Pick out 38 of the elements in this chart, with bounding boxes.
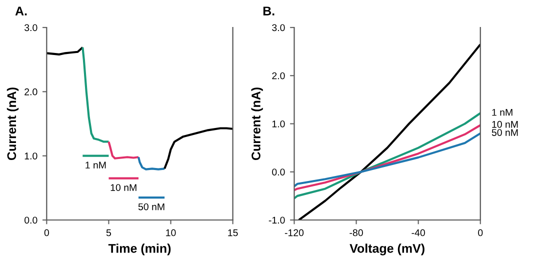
line-series — [294, 124, 480, 192]
line-series — [137, 156, 166, 170]
x-tick-label: 0 — [478, 229, 483, 236]
chart-title: A. — [15, 6, 27, 16]
series-label: 50 nM — [492, 129, 518, 136]
line-series — [294, 132, 480, 188]
line-series — [82, 46, 110, 143]
y-axis-title: Current (nA) — [6, 88, 19, 160]
x-tick-label: 10 — [166, 229, 176, 236]
series-label: 50 nM — [138, 203, 164, 210]
series-label: 10 nM — [492, 120, 518, 128]
x-tick-label: -40 — [412, 229, 425, 236]
line-series — [108, 140, 140, 160]
x-tick-label: 0 — [44, 229, 49, 236]
line-series — [46, 46, 84, 56]
line-series — [298, 43, 480, 220]
y-tick-label: 0.0 — [24, 216, 38, 224]
x-tick-label: -80 — [350, 229, 363, 236]
y-tick-label: 2.0 — [272, 72, 285, 80]
x-axis-title: Time (min) — [108, 244, 171, 256]
x-tick-label: -120 — [284, 229, 304, 236]
y-tick-label: 3.0 — [272, 24, 285, 32]
line-series — [164, 127, 233, 170]
line-series — [294, 112, 480, 200]
x-tick-label: 5 — [106, 229, 112, 236]
chart-title: B. — [263, 6, 274, 16]
y-tick-label: -1.0 — [268, 216, 285, 224]
series-label: 1 nM — [492, 108, 512, 116]
y-tick-label: 3.0 — [24, 24, 38, 32]
series-label: 1 nM — [86, 162, 106, 168]
y-axis-title: Current (nA) — [251, 88, 263, 160]
series-label: 10 nM — [110, 184, 136, 191]
y-tick-label: 2.0 — [24, 88, 38, 96]
y-tick-label: 0.0 — [272, 168, 285, 176]
x-tick-label: 15 — [228, 229, 238, 236]
y-tick-label: 1.0 — [24, 152, 38, 160]
y-tick-label: 1.0 — [272, 120, 285, 128]
x-axis-title: Voltage (mV) — [350, 244, 424, 256]
